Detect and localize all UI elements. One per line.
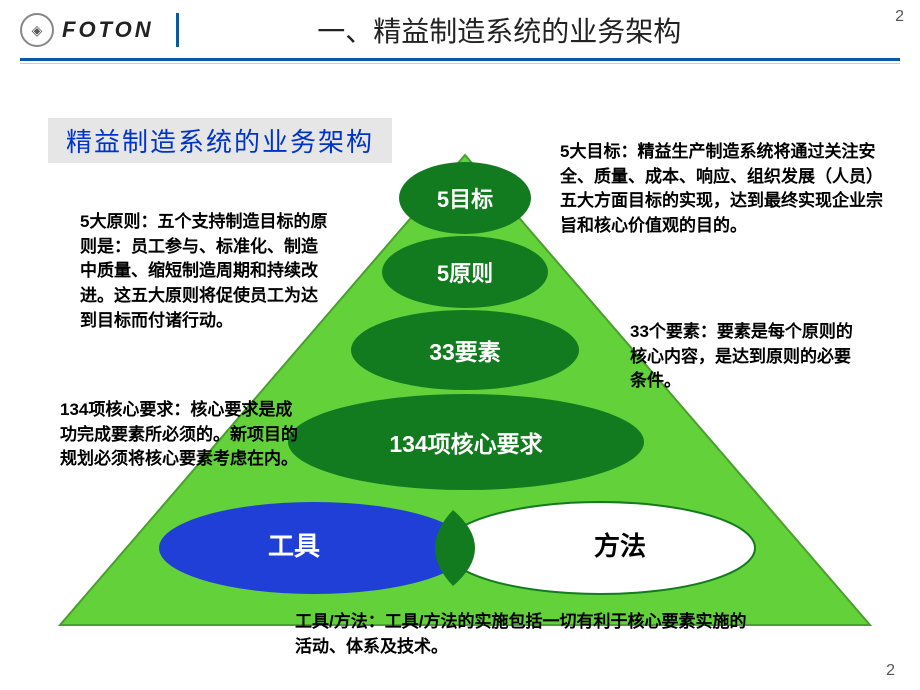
title-underline (20, 58, 900, 61)
annotation-elements: 33个要素：要素是每个原则的核心内容，是达到原则的必要条件。 (630, 320, 860, 394)
header: ◈ FOTON 一、精益制造系统的业务架构 (0, 0, 920, 58)
brand-name: FOTON (62, 17, 154, 43)
logo-shield-icon: ◈ (20, 13, 54, 47)
diagram-canvas: 5目标 5原则 33要素 134项核心要求 工具 方法 5大目标：精益生产制造系… (0, 150, 920, 680)
title-underline-thin (20, 63, 900, 64)
page-number-top: 2 (895, 8, 904, 26)
svg-text:工具: 工具 (268, 531, 320, 561)
annotation-core: 134项核心要求：核心要求是成功完成要素所必须的。新项目的规划必须将核心要素考虑… (60, 398, 300, 472)
annotation-goals: 5大目标：精益生产制造系统将通过关注安全、质量、成本、响应、组织发展（人员）五大… (560, 140, 890, 239)
svg-text:方法: 方法 (594, 531, 646, 561)
annotation-tools-methods: 工具/方法：工具/方法的实施包括一切有利于核心要素实施的活动、体系及技术。 (295, 610, 755, 659)
page-number-bottom: 2 (886, 662, 895, 680)
slide-title: 一、精益制造系统的业务架构 (179, 10, 900, 50)
annotation-principles: 5大原则：五个支持制造目标的原则是：员工参与、标准化、制造中质量、缩短制造周期和… (80, 210, 330, 333)
brand-logo: ◈ FOTON (20, 13, 179, 47)
